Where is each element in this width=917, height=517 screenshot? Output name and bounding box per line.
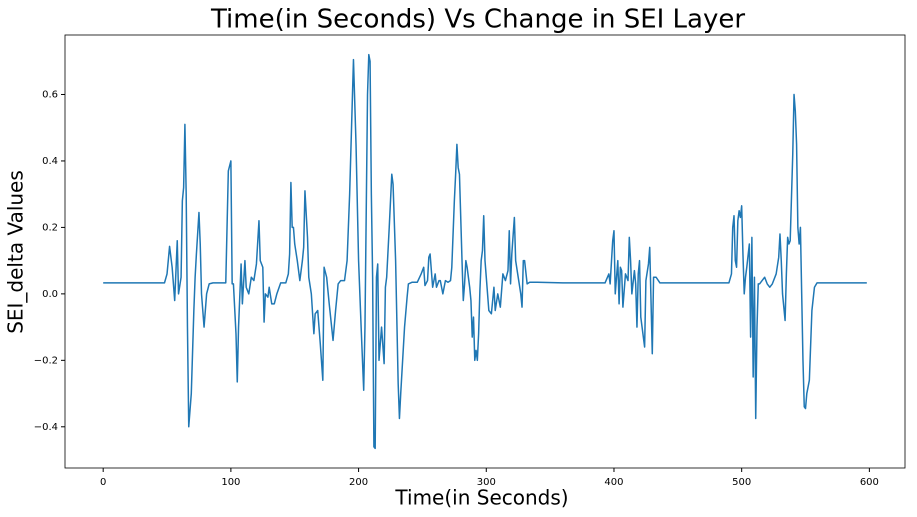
line-series <box>103 53 867 450</box>
x-axis-label: Time(in Seconds) <box>394 486 568 510</box>
x-tick-label: 100 <box>221 477 240 488</box>
x-tick-label: 500 <box>732 477 751 488</box>
y-axis-label: SEI_delta Values <box>4 170 28 334</box>
x-tick-label: 0 <box>100 477 106 488</box>
y-tick-label: −0.4 <box>34 422 58 433</box>
chart-title: Time(in Seconds) Vs Change in SEI Layer <box>210 5 745 35</box>
x-tick-label: 400 <box>604 477 623 488</box>
x-tick-label: 300 <box>477 477 496 488</box>
y-tick-label: 0.6 <box>42 89 58 100</box>
y-tick-label: 0.4 <box>42 156 58 167</box>
plot-frame <box>64 34 906 469</box>
y-tick-label: 0.0 <box>42 289 58 300</box>
y-tick-label: −0.2 <box>34 355 58 366</box>
x-tick-label: 200 <box>349 477 368 488</box>
x-tick-label: 600 <box>860 477 879 488</box>
y-tick-label: 0.2 <box>42 222 58 233</box>
